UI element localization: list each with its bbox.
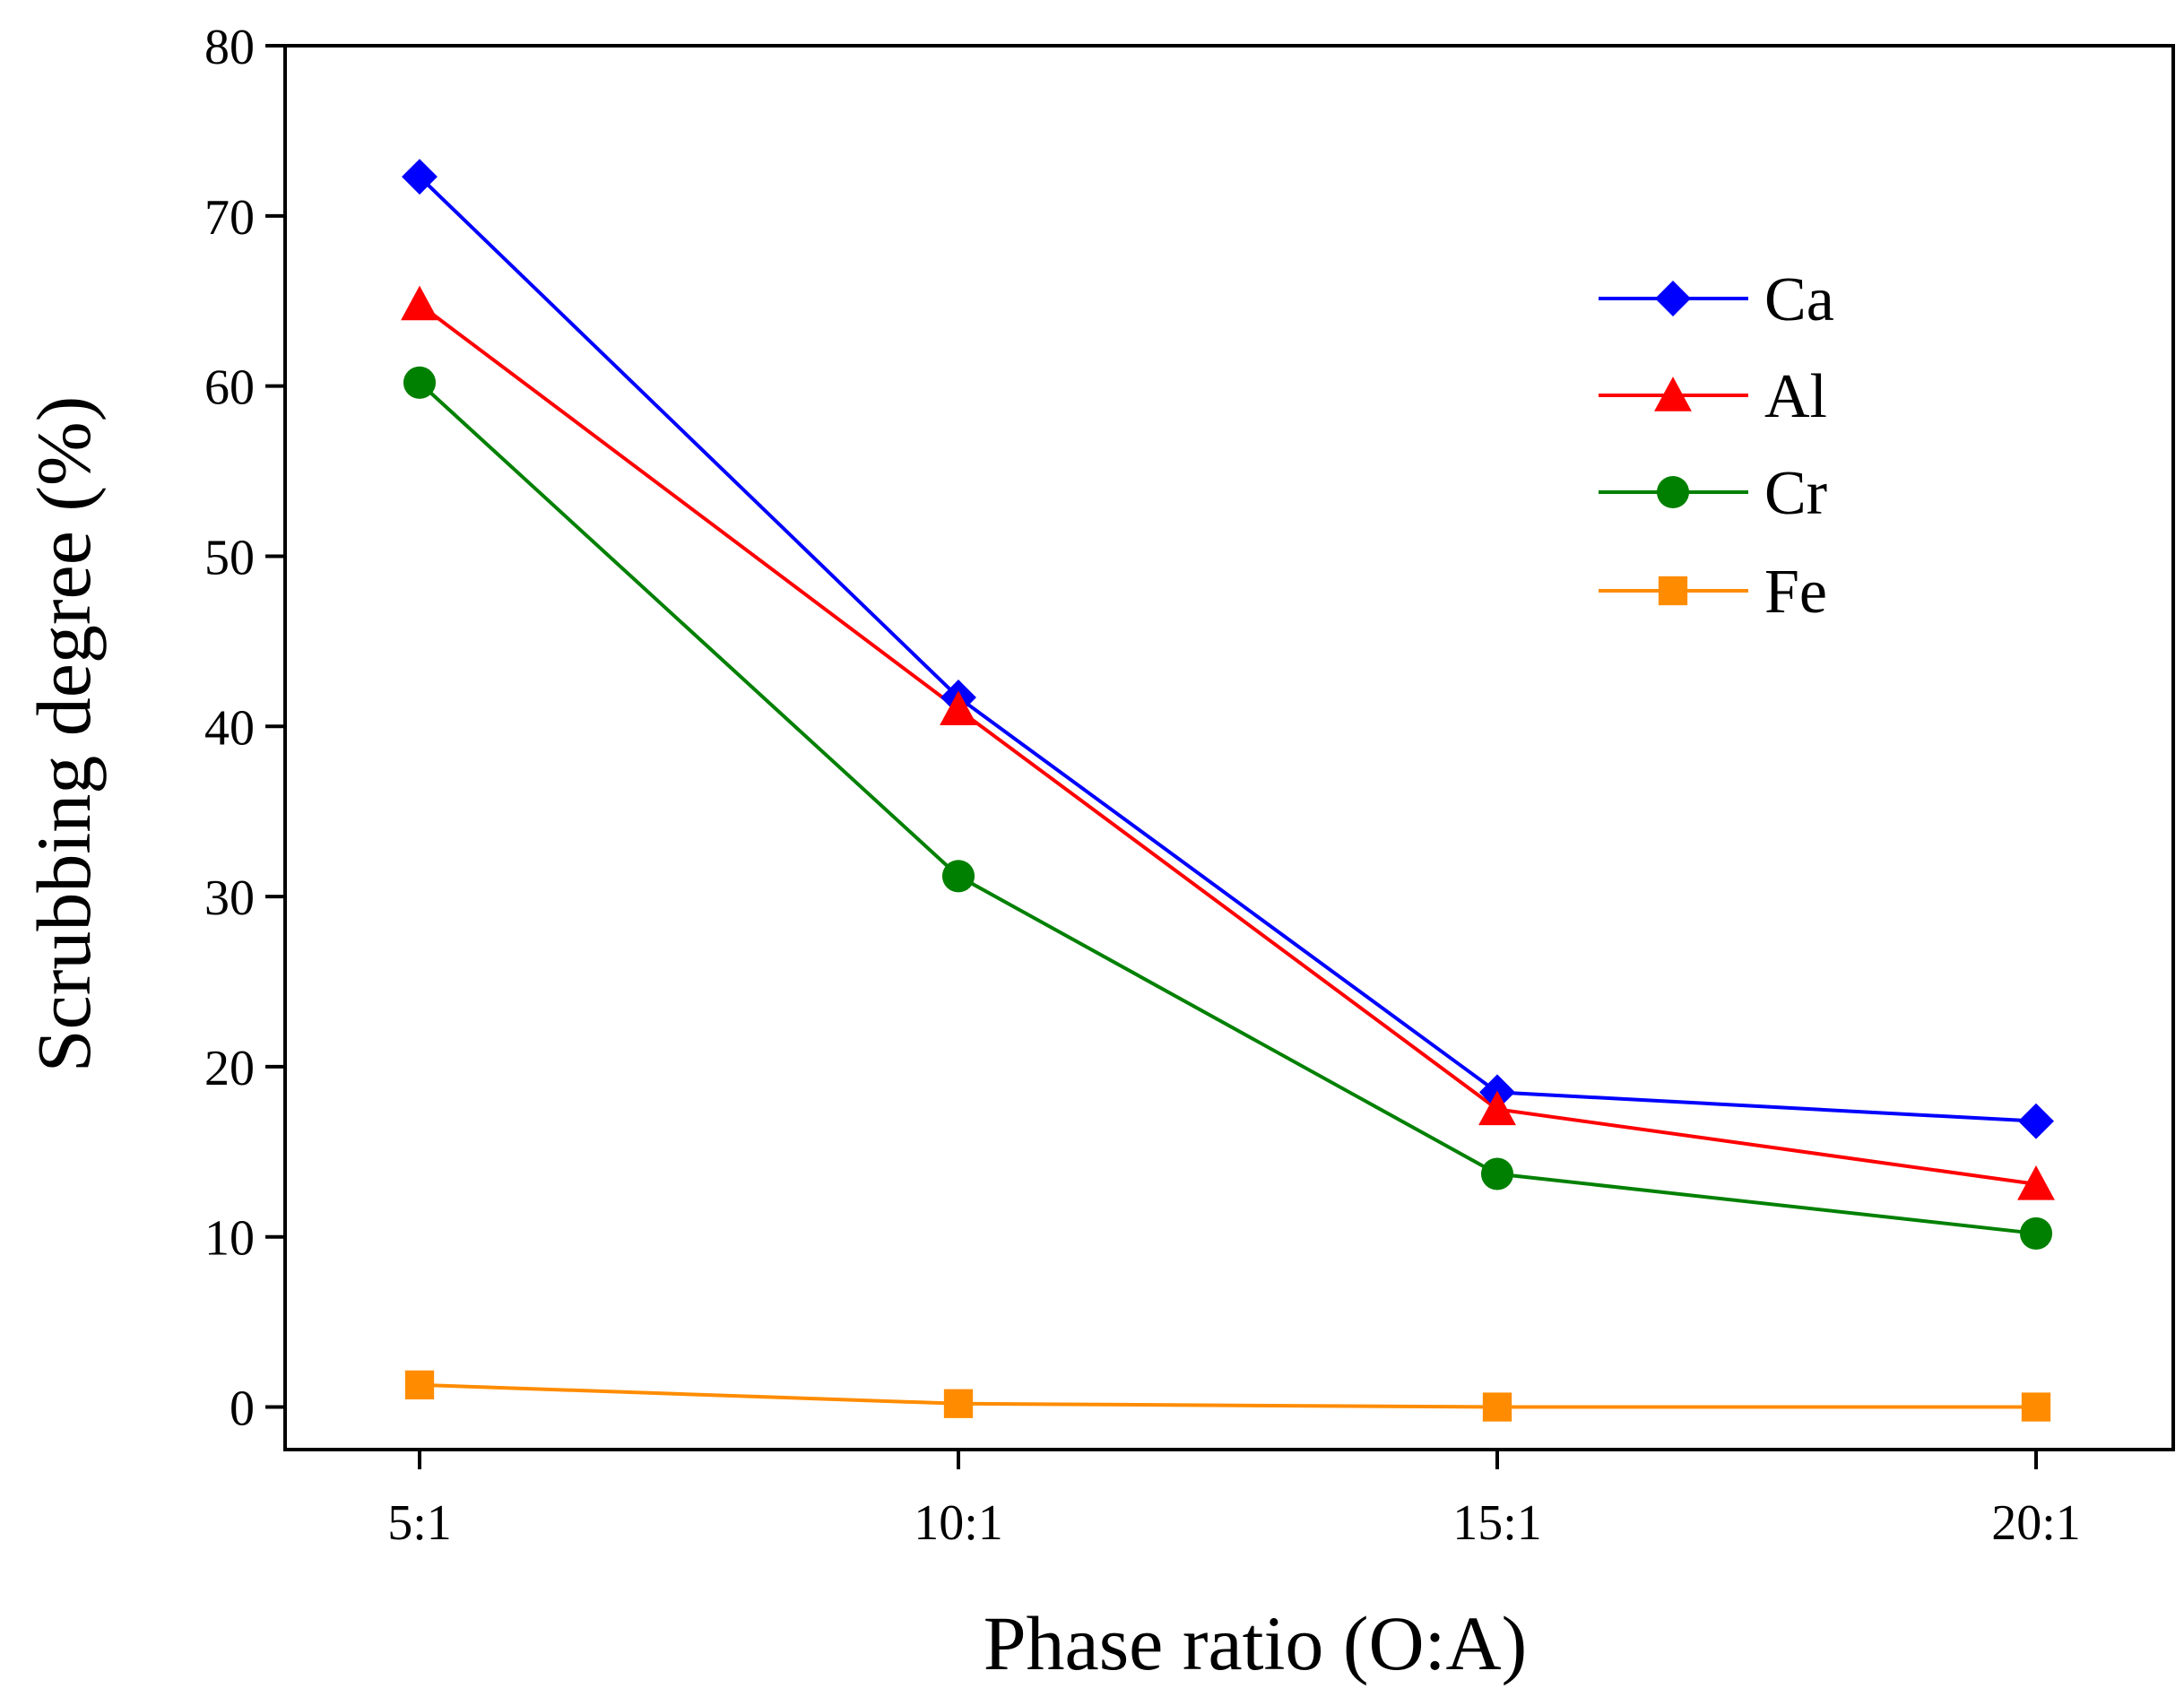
axes-group: 0 10 20 30 40 50 60 70 80 5:1 10:1 15:1 20:1 xyxy=(204,20,2175,1551)
y-tick-label: 20 xyxy=(204,1041,255,1096)
y-tick-label: 30 xyxy=(204,870,255,926)
data-point-cr xyxy=(1480,1157,1514,1190)
series-line-cr xyxy=(418,381,2037,1235)
legend-label-al: Al xyxy=(1764,362,1827,431)
plot-frame xyxy=(283,44,2175,1451)
y-tick-label: 40 xyxy=(204,700,255,756)
legend-marker-fe xyxy=(1658,576,1688,606)
y-tick-label: 70 xyxy=(204,190,255,246)
series-lines xyxy=(418,175,2037,1409)
series-line-ca xyxy=(418,175,2037,1123)
legend-label-cr: Cr xyxy=(1764,459,1827,528)
series-markers xyxy=(401,159,2055,1422)
legend-label-ca: Ca xyxy=(1764,265,1834,334)
data-point-cr xyxy=(941,860,975,893)
x-tick-label: 15:1 xyxy=(1452,1495,1542,1551)
data-point-al xyxy=(940,690,977,726)
data-point-cr xyxy=(2019,1216,2053,1250)
legend-marker-ca xyxy=(1655,281,1691,316)
data-point-ca xyxy=(402,159,438,195)
y-tick-label: 60 xyxy=(204,360,255,416)
legend: Ca Al Cr Fe xyxy=(1599,265,1834,627)
data-point-fe xyxy=(404,1370,435,1400)
y-tick-label: 10 xyxy=(204,1211,255,1267)
data-point-cr xyxy=(403,366,437,399)
y-tick-label: 50 xyxy=(204,530,255,585)
y-axis-title: Scrubbing degree (%) xyxy=(21,396,107,1073)
data-point-ca xyxy=(2018,1103,2054,1139)
x-axis-title: Phase ratio (O:A) xyxy=(984,1600,1528,1686)
legend-marker-cr xyxy=(1656,475,1690,509)
data-point-fe xyxy=(1482,1392,1512,1422)
x-tick-label: 10:1 xyxy=(914,1495,1003,1551)
legend-label-fe: Fe xyxy=(1764,558,1827,627)
y-tick-label: 0 xyxy=(230,1381,255,1437)
series-line-fe xyxy=(419,1382,2036,1409)
data-point-fe xyxy=(2021,1392,2051,1422)
data-point-al xyxy=(1478,1090,1516,1126)
data-point-al xyxy=(401,285,438,321)
legend-marker-al xyxy=(1654,377,1692,411)
data-point-fe xyxy=(943,1389,974,1418)
y-tick-label: 80 xyxy=(204,20,255,75)
x-tick-label: 20:1 xyxy=(1991,1495,2081,1551)
series-line-al xyxy=(418,302,2037,1186)
data-point-al xyxy=(2017,1165,2055,1200)
x-tick-label: 5:1 xyxy=(387,1495,452,1551)
